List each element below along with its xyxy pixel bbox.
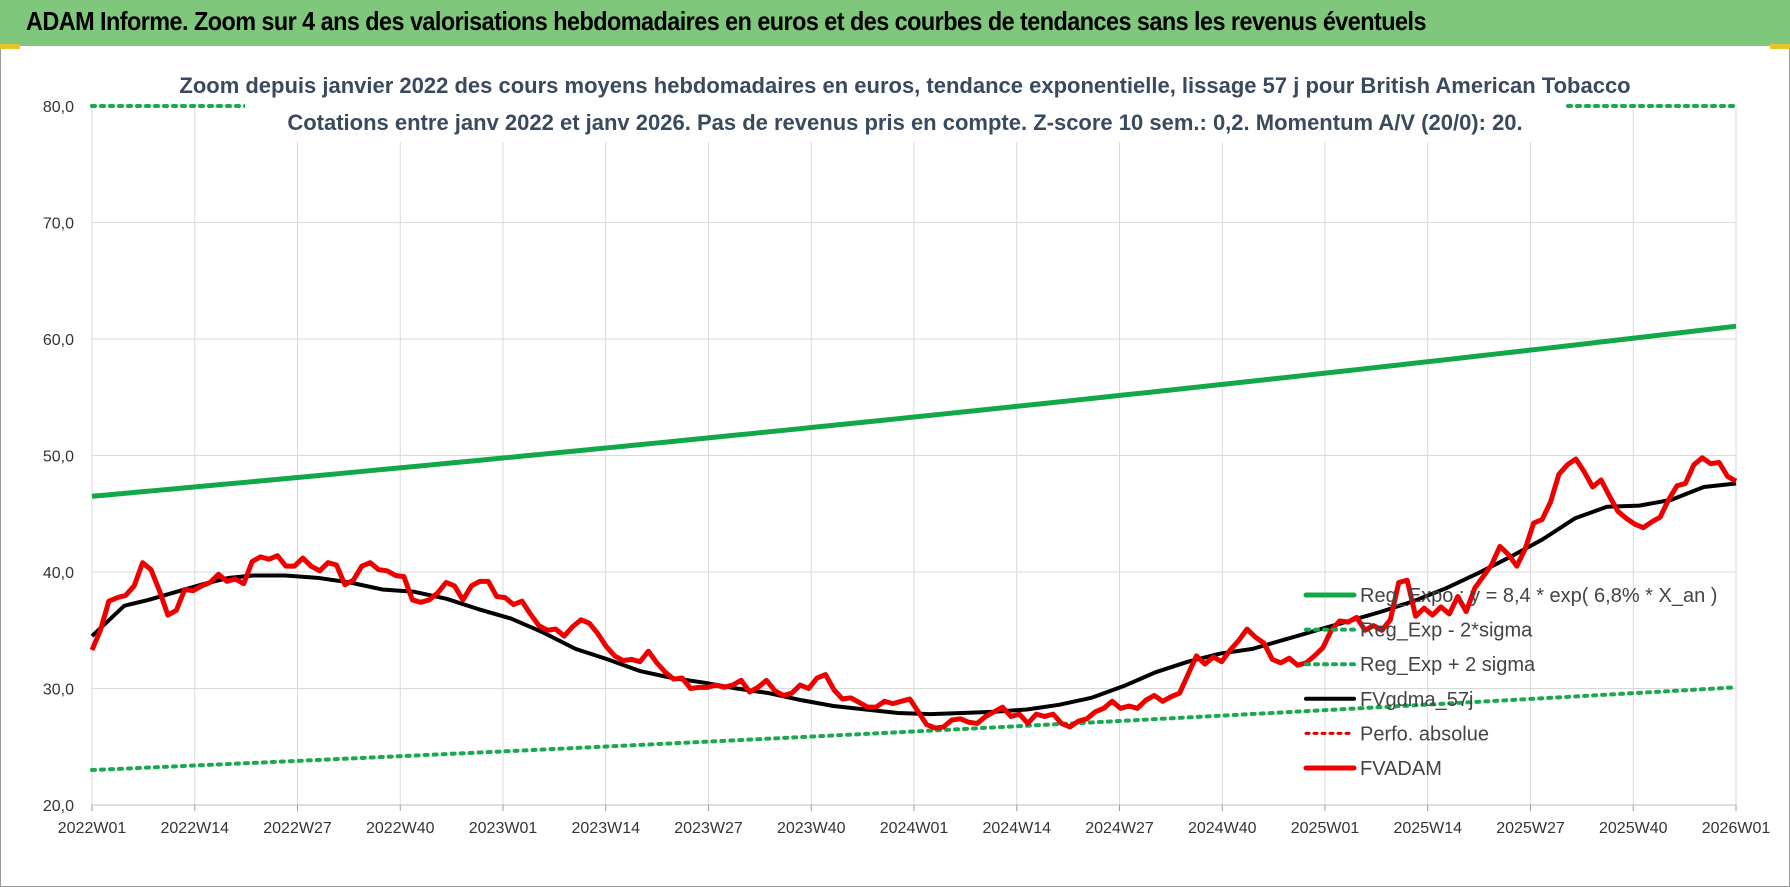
accent-bar <box>0 44 1790 49</box>
y-tick-label: 30,0 <box>43 682 74 699</box>
x-tick-label: 2022W40 <box>366 820 435 837</box>
x-tick-label: 2024W01 <box>880 820 949 837</box>
legend-label: Perfo. absolue <box>1360 723 1489 745</box>
y-tick-label: 50,0 <box>43 449 74 466</box>
x-tick-label: 2024W40 <box>1188 820 1257 837</box>
y-tick-label: 40,0 <box>43 565 74 582</box>
chart-title: Zoom depuis janvier 2022 des cours moyen… <box>179 73 1630 98</box>
x-tick-label: 2024W27 <box>1085 820 1154 837</box>
x-tick-label: 2023W14 <box>572 820 641 837</box>
y-tick-label: 20,0 <box>43 798 74 815</box>
page-title: ADAM Informe. Zoom sur 4 ans des valoris… <box>26 6 1426 36</box>
legend: Reg_Expo : y = 8,4 * exp( 6,8% * X_an ) R… <box>1303 585 1717 780</box>
x-tick-label: 2022W01 <box>58 820 127 837</box>
x-tick-label: 2025W01 <box>1291 820 1360 837</box>
legend-label: FVgdma_57j <box>1360 689 1473 711</box>
x-tick-label: 2024W14 <box>983 820 1052 837</box>
subtitle-box <box>245 68 1565 142</box>
x-tick-label: 2026W01 <box>1702 820 1771 837</box>
x-tick-label: 2025W14 <box>1394 820 1463 837</box>
legend-label: FVADAM <box>1360 758 1442 780</box>
x-tick-label: 2023W27 <box>674 820 743 837</box>
fvadam-line <box>89 455 1738 731</box>
lower-band-line <box>90 685 1738 773</box>
legend-label: Reg_Exp + 2 sigma <box>1360 654 1536 676</box>
header-banner: ADAM Informe. Zoom sur 4 ans des valoris… <box>0 0 1790 46</box>
x-tick-label: 2023W01 <box>469 820 538 837</box>
chart-subtitle: Cotations entre janv 2022 et janv 2026. … <box>287 110 1522 135</box>
y-tick-label: 80,0 <box>43 99 74 116</box>
x-tick-label: 2022W14 <box>161 820 230 837</box>
y-tick-label: 70,0 <box>43 216 74 233</box>
x-tick-label: 2023W40 <box>777 820 846 837</box>
x-tick-label: 2022W27 <box>263 820 332 837</box>
x-tick-label: 2025W27 <box>1496 820 1565 837</box>
legend-label: Reg_Exp - 2*sigma <box>1360 620 1533 642</box>
fvgdma-line <box>90 481 1737 717</box>
x-tick-label: 2025W40 <box>1599 820 1668 837</box>
y-tick-label: 60,0 <box>43 332 74 349</box>
reg-expo-line <box>91 323 1737 499</box>
legend-label: Reg_Expo : y = 8,4 * exp( 6,8% * X_an ) <box>1360 585 1717 607</box>
